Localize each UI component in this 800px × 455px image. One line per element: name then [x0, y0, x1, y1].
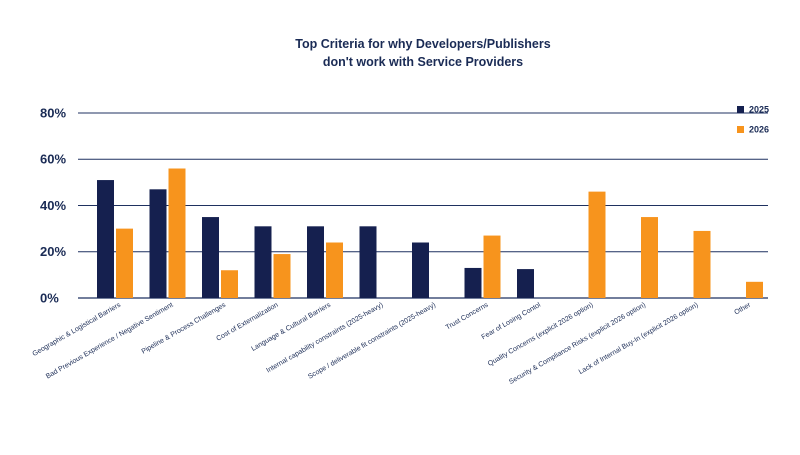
x-tick-label: Lack of Internal Buy-In (explicit 2026 o… [578, 302, 700, 376]
chart-title-line-2: don't work with Service Providers [323, 55, 523, 69]
bar-2025-7 [464, 267, 482, 298]
x-tick-label: Geographic & Logistical Barriers [32, 301, 123, 358]
bar-2025-0 [97, 180, 114, 298]
bar-2025-5 [359, 226, 377, 298]
x-tick-label: Pipeline & Process Challenges [141, 301, 228, 355]
x-tick-label: Trust Concerns [445, 301, 490, 331]
x-tick-label: Quality Concerns (explicit 2026 option) [487, 302, 595, 368]
y-axis-ticks: 0% 20% 40% 60% 80% [40, 105, 66, 305]
legend: 2025 2026 [737, 104, 769, 134]
bar-2026-4 [326, 242, 343, 298]
y-tick-label: 40% [40, 198, 66, 213]
bar-2026-9 [588, 191, 606, 298]
legend-swatch-2025 [737, 106, 744, 113]
legend-label-2025: 2025 [749, 104, 769, 114]
bars [97, 168, 763, 298]
bar-2026-11 [693, 230, 711, 298]
bar-2026-7 [483, 235, 501, 298]
y-tick-label: 80% [40, 105, 66, 120]
legend-label-2026: 2026 [749, 124, 769, 134]
bar-2025-6 [412, 242, 429, 298]
bar-2026-2 [221, 270, 238, 298]
bar-2025-4 [307, 226, 324, 298]
legend-swatch-2026 [737, 126, 744, 133]
bar-2025-2 [202, 217, 219, 298]
y-tick-label: 20% [40, 244, 66, 259]
x-tick-label: Other [733, 301, 752, 316]
bar-2026-3 [273, 254, 291, 298]
bar-2025-8 [517, 269, 534, 298]
y-tick-label: 0% [40, 290, 59, 305]
bar-2026-0 [116, 228, 133, 298]
bar-2026-12 [746, 281, 763, 298]
y-tick-label: 60% [40, 152, 66, 167]
chart-title-line-1: Top Criteria for why Developers/Publishe… [295, 37, 550, 51]
chart-title: Top Criteria for why Developers/Publishe… [295, 37, 550, 69]
bar-2026-1 [168, 168, 186, 298]
bar-2025-3 [254, 226, 272, 298]
bar-2025-1 [149, 189, 167, 298]
bar-2026-10 [641, 217, 658, 298]
